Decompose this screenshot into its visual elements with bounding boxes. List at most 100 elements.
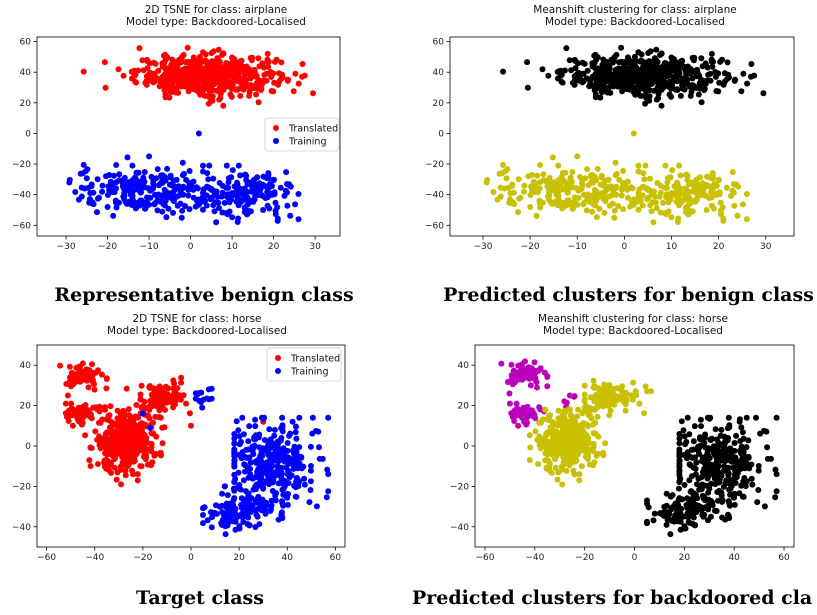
data-point [528,369,535,376]
x-tick-label: 20 [679,553,691,563]
data-point [600,452,607,459]
data-point [186,206,193,213]
data-point [253,91,260,98]
data-point [669,492,676,499]
data-point [526,432,533,439]
data-point [128,201,135,208]
data-point [699,511,706,518]
data-point [698,484,705,491]
x-tick-label: 0 [632,553,638,563]
data-point [176,56,183,63]
data-point [564,443,571,450]
data-point [743,414,750,421]
data-point [663,521,670,528]
data-point [577,431,584,438]
data-point [593,452,600,459]
data-point [214,55,221,62]
series-0-points [80,44,316,109]
data-point [555,407,562,414]
data-point [680,427,687,434]
data-point [578,463,585,470]
data-point [676,446,683,453]
data-point [630,379,637,386]
x-tick-label: −40 [525,553,544,563]
data-point [519,361,526,368]
data-point [193,69,200,76]
data-point [278,59,285,66]
data-point [270,70,277,77]
data-point [72,189,79,195]
data-point [498,360,505,367]
data-point [223,66,229,73]
data-point [753,414,759,421]
data-point [689,512,696,519]
data-point [681,482,688,488]
data-point [585,412,592,418]
x-tick-label: 20 [268,242,280,252]
data-point [545,440,552,447]
data-point [677,509,684,516]
data-point [676,453,683,460]
data-point [675,485,682,492]
data-point [584,456,591,462]
data-point [574,413,581,420]
data-point [667,531,674,538]
data-point [527,444,534,451]
data-point [773,414,780,421]
data-point [724,425,731,432]
data-point [227,70,233,77]
data-point [159,208,166,215]
data-point [684,510,691,517]
data-point [642,383,649,390]
data-point [550,452,557,459]
data-point [704,414,711,421]
data-point [733,432,740,439]
data-point [586,461,593,468]
data-point [271,58,278,65]
data-point [179,207,186,214]
data-point [686,431,693,438]
data-point [552,446,559,453]
data-point [575,451,582,457]
data-point [299,73,306,80]
data-point [203,65,210,72]
data-point [515,422,522,429]
data-point [259,62,266,69]
data-point [538,437,545,444]
data-point [738,443,745,450]
data-point [199,78,206,84]
data-point [715,470,722,477]
data-point [678,418,685,425]
data-point [506,400,513,407]
data-point [202,51,209,58]
data-point [216,205,222,211]
data-point [178,214,185,221]
data-point [684,449,691,456]
y-tick-label: −40 [12,191,31,201]
data-point [611,396,618,403]
data-point [270,88,277,95]
data-point [532,428,539,435]
data-point [725,435,732,441]
data-point [549,428,556,435]
data-point [94,176,101,183]
y-tick-label: 40 [458,361,470,371]
data-point [755,463,762,469]
data-point [527,382,534,389]
data-point [508,372,515,379]
data-point [559,448,566,454]
data-point [675,496,682,503]
data-point [587,446,594,453]
data-point [173,84,179,91]
data-point [177,74,183,81]
y-tick-label: 0 [463,442,469,452]
data-point [207,75,214,82]
panel-1-title: 2D TSNE for class: airplane Model type: … [60,4,372,28]
data-point [202,57,209,64]
data-point [526,457,533,464]
data-point [521,418,528,425]
data-point [603,383,610,390]
data-point [563,452,570,459]
data-point [542,406,549,413]
data-point [663,490,670,497]
